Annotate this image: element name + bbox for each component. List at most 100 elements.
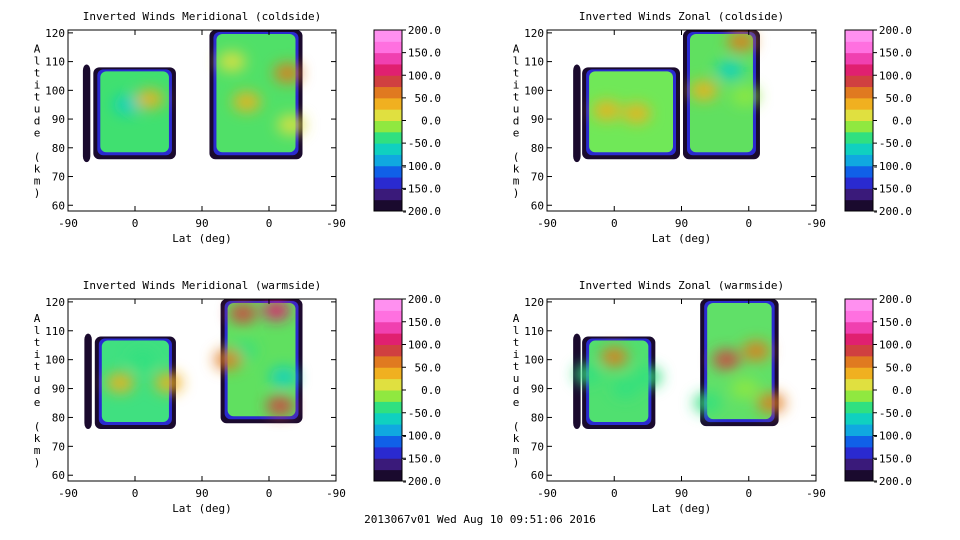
colorbar-tick-label: -150.0 (401, 182, 441, 195)
colorbar-swatch (374, 143, 402, 155)
y-tick-label: 70 (52, 171, 65, 184)
colorbar-tick-label: 150.0 (408, 316, 441, 329)
contour-blob (742, 341, 771, 361)
y-tick-label: 60 (531, 199, 544, 212)
y-tick-label: 70 (531, 440, 544, 453)
y-tick-label: 80 (531, 411, 544, 424)
colorbar: 200.0 150.0 100.0 50.0 0.0 -50.0 -100.0 -150.0 -… (844, 24, 913, 218)
colorbar-swatch (845, 299, 873, 311)
colorbar: 200.0 150.0 100.0 50.0 0.0 -50.0 -100.0 -150.0 -… (373, 24, 441, 218)
y-tick-label: 120 (524, 296, 544, 309)
chart-panel-3: -90 0 90 0 -90 60 70 80 90 100 110 120 Inverted Wind… (34, 279, 441, 515)
x-axis-label: Lat (deg) (652, 232, 712, 245)
contour-blob (277, 114, 306, 135)
colorbar-swatch (374, 458, 402, 471)
colorbar-tick-label: 0.0 (892, 115, 912, 128)
colorbar-tick-label: -150.0 (872, 452, 912, 465)
colorbar-swatch (845, 412, 873, 425)
y-tick-label: 90 (531, 383, 544, 396)
x-tick-label: -90 (537, 217, 557, 230)
colorbar-swatch (374, 165, 402, 178)
colorbar-swatch (374, 355, 402, 368)
chart-panel-2: -90 0 90 0 -90 60 70 80 90 100 110 120 Inverted Wind… (513, 10, 912, 245)
colorbar-swatch (374, 188, 402, 201)
colorbar-swatch (374, 97, 402, 110)
y-tick-label: 70 (531, 171, 544, 184)
x-tick-label: -90 (326, 217, 346, 230)
x-tick-label: -90 (806, 487, 826, 500)
colorbar-tick-label: -50.0 (408, 407, 441, 420)
contour-blob (633, 367, 662, 387)
colorbar-tick-label: 200.0 (408, 293, 441, 306)
colorbar-tick-label: 100.0 (408, 339, 441, 352)
colorbar-tick-label: -100.0 (872, 160, 912, 173)
colorbar-tick-label: -50.0 (408, 137, 441, 150)
contour-blob (269, 367, 298, 387)
contour-blob (731, 378, 760, 399)
chart-title: Inverted Winds Meridional (warmside) (83, 279, 321, 292)
plot-area (573, 299, 786, 429)
x-tick-label: 0 (745, 217, 752, 230)
chart-panel-4: -90 0 90 0 -90 60 70 80 90 100 110 120 Inverted Wind… (513, 279, 912, 515)
colorbar-tick-label: 50.0 (415, 361, 442, 374)
chart-title: Inverted Winds Zonal (coldside) (579, 10, 784, 23)
colorbar-swatch (374, 378, 402, 391)
colorbar-swatch (845, 469, 873, 482)
contour-blob (273, 63, 302, 84)
colorbar-swatch (845, 97, 873, 110)
plot-area (84, 299, 303, 429)
contour-blob (262, 300, 291, 321)
contour-blob (716, 60, 745, 81)
y-tick-label: 60 (52, 199, 65, 212)
colorbar-swatch (374, 310, 402, 323)
contour-blob (757, 393, 786, 413)
colorbar-tick-label: -150.0 (401, 452, 441, 465)
contour-blob (731, 86, 760, 107)
x-tick-label: -90 (58, 487, 78, 500)
y-tick-label: 100 (524, 354, 544, 367)
colorbar-swatch (845, 86, 873, 99)
colorbar-swatch (374, 75, 402, 88)
colorbar-tick-label: 150.0 (408, 47, 441, 60)
contour-blob (693, 393, 722, 413)
colorbar-tick-label: 200.0 (408, 24, 441, 37)
contour-blob (214, 349, 243, 370)
colorbar-swatch (374, 469, 402, 482)
colorbar-swatch (845, 177, 873, 189)
y-tick-label: 90 (52, 113, 65, 126)
y-tick-label: 80 (531, 142, 544, 155)
data-region-edge (82, 64, 91, 163)
figure-footer: 2013067v01 Wed Aug 10 09:51:06 2016 (364, 513, 596, 526)
data-region-edge (573, 64, 581, 163)
y-tick-label: 80 (52, 142, 65, 155)
x-tick-label: 90 (195, 487, 208, 500)
colorbar-swatch (374, 30, 402, 42)
y-tick-label: 90 (52, 383, 65, 396)
colorbar-swatch (374, 154, 402, 167)
colorbar-swatch (374, 131, 402, 144)
x-tick-label: -90 (326, 487, 346, 500)
y-tick-label: 100 (45, 354, 65, 367)
y-tick-label: 60 (52, 469, 65, 482)
x-tick-label: 0 (266, 487, 273, 500)
y-tick-label: 100 (45, 84, 65, 97)
x-tick-label: 0 (611, 217, 618, 230)
colorbar-swatch (845, 390, 873, 402)
colorbar-swatch (845, 446, 873, 459)
y-tick-label: 60 (531, 469, 544, 482)
colorbar-swatch (374, 435, 402, 448)
colorbar-tick-label: 0.0 (892, 384, 912, 397)
colorbar-swatch (374, 52, 402, 65)
colorbar-tick-label: 50.0 (886, 92, 913, 105)
y-tick-label: 90 (531, 113, 544, 126)
colorbar-swatch (845, 458, 873, 471)
colorbar-swatch (845, 143, 873, 155)
y-tick-label: 80 (52, 411, 65, 424)
colorbar-swatch (845, 367, 873, 380)
x-tick-label: -90 (537, 487, 557, 500)
y-tick-label: 120 (45, 296, 65, 309)
colorbar-tick-label: -200.0 (872, 205, 912, 218)
contour-blob (128, 349, 157, 370)
